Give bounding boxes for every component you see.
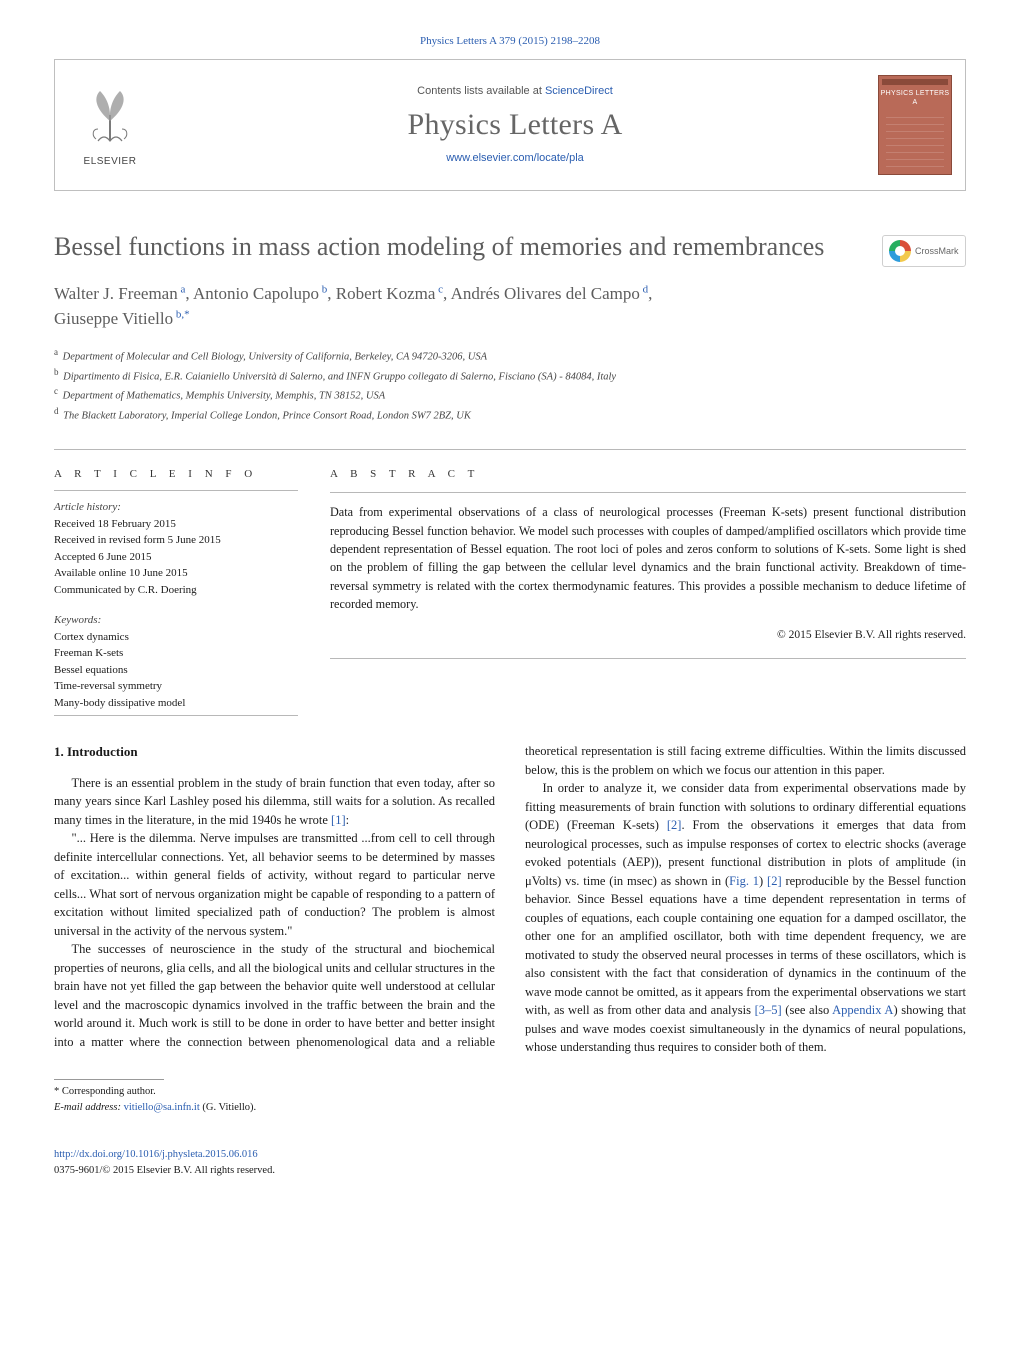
affiliation-b: b Dipartimento di Fisica, E.R. Caianiell…: [54, 366, 966, 386]
author-4: Andrés Olivares del Campo: [451, 284, 640, 303]
author-5-aff: b,*: [173, 309, 190, 321]
journal-name: Physics Letters A: [407, 105, 622, 146]
footer-doi-block: http://dx.doi.org/10.1016/j.physleta.201…: [54, 1147, 275, 1179]
publisher-block: ELSEVIER: [55, 60, 165, 190]
keyword-0: Cortex dynamics: [54, 629, 298, 646]
email-label: E-mail address:: [54, 1102, 124, 1113]
abstract-text: Data from experimental observations of a…: [330, 503, 966, 613]
divider: [54, 715, 298, 716]
sciencedirect-link[interactable]: ScienceDirect: [545, 85, 613, 97]
keywords-label: Keywords:: [54, 612, 298, 629]
history-accepted: Accepted 6 June 2015: [54, 549, 298, 566]
journal-cover-icon: PHYSICS LETTERS A: [878, 75, 952, 175]
corresponding-label: Corresponding author.: [62, 1086, 156, 1097]
article-info: A R T I C L E I N F O Article history: R…: [54, 466, 298, 712]
keyword-3: Time-reversal symmetry: [54, 678, 298, 695]
contents-lists-line: Contents lists available at ScienceDirec…: [417, 84, 613, 99]
header-center: Contents lists available at ScienceDirec…: [165, 60, 865, 190]
footnote-star-icon: *: [54, 1086, 59, 1097]
journal-header: ELSEVIER Contents lists available at Sci…: [54, 59, 966, 191]
author-1: Walter J. Freeman: [54, 284, 178, 303]
abstract-head: A B S T R A C T: [330, 466, 966, 483]
crossmark-icon: [889, 240, 911, 262]
author-1-aff: a: [178, 283, 186, 295]
section-1-head: 1. Introduction: [54, 742, 495, 761]
keyword-1: Freeman K-sets: [54, 645, 298, 662]
ref-2b-link[interactable]: [2]: [767, 874, 782, 888]
ref-3-5-link[interactable]: [3–5]: [755, 1003, 782, 1017]
body-p2-quote: "... Here is the dilemma. Nerve impulses…: [54, 829, 495, 940]
history-communicated: Communicated by C.R. Doering: [54, 582, 298, 599]
issn-copyright: 0375-9601/© 2015 Elsevier B.V. All right…: [54, 1163, 275, 1179]
contents-prefix: Contents lists available at: [417, 85, 545, 97]
email-person: (G. Vitiello).: [200, 1102, 256, 1113]
author-3-aff: c: [435, 283, 443, 295]
footnote-divider: [54, 1079, 164, 1080]
author-3: Robert Kozma: [336, 284, 436, 303]
author-4-aff: d: [640, 283, 648, 295]
corresponding-email-link[interactable]: vitiello@sa.infn.it: [124, 1102, 200, 1113]
article-title: Bessel functions in mass action modeling…: [54, 231, 870, 264]
cover-thumbnail-block: PHYSICS LETTERS A: [865, 60, 965, 190]
affiliation-c: c Department of Mathematics, Memphis Uni…: [54, 385, 966, 405]
history-revised: Received in revised form 5 June 2015: [54, 532, 298, 549]
author-list: Walter J. Freeman a, Antonio Capolupo b,…: [54, 281, 966, 332]
body-text: 1. Introduction There is an essential pr…: [54, 742, 966, 1057]
elsevier-tree-icon: [78, 81, 142, 153]
ref-1-link[interactable]: [1]: [331, 813, 346, 827]
corresponding-footnote: * Corresponding author. E-mail address: …: [54, 1084, 966, 1116]
doi-link[interactable]: http://dx.doi.org/10.1016/j.physleta.201…: [54, 1149, 258, 1160]
cover-label: PHYSICS LETTERS A: [878, 89, 952, 108]
history-online: Available online 10 June 2015: [54, 565, 298, 582]
abstract-copyright: © 2015 Elsevier B.V. All rights reserved…: [330, 627, 966, 644]
author-2: Antonio Capolupo: [193, 284, 319, 303]
affiliation-a: a Department of Molecular and Cell Biolo…: [54, 346, 966, 366]
history-received: Received 18 February 2015: [54, 516, 298, 533]
journal-citation: Physics Letters A 379 (2015) 2198–2208: [54, 34, 966, 49]
author-2-aff: b: [319, 283, 327, 295]
corresponding-star-icon: *: [184, 309, 190, 321]
ref-2-link[interactable]: [2]: [667, 818, 682, 832]
affiliation-d: d The Blackett Laboratory, Imperial Coll…: [54, 405, 966, 425]
publisher-name: ELSEVIER: [84, 155, 137, 169]
body-p1: There is an essential problem in the stu…: [54, 774, 495, 830]
keyword-4: Many-body dissipative model: [54, 695, 298, 712]
fig-1-link[interactable]: Fig. 1: [729, 874, 759, 888]
appendix-a-link[interactable]: Appendix A: [832, 1003, 893, 1017]
journal-homepage-link[interactable]: www.elsevier.com/locate/pla: [446, 151, 584, 166]
body-p4: In order to analyze it, we consider data…: [525, 779, 966, 1057]
history-label: Article history:: [54, 499, 298, 516]
keyword-2: Bessel equations: [54, 662, 298, 679]
crossmark-label: CrossMark: [915, 245, 959, 257]
article-info-head: A R T I C L E I N F O: [54, 466, 298, 483]
crossmark-badge[interactable]: CrossMark: [882, 235, 966, 267]
author-5: Giuseppe Vitiello: [54, 309, 173, 328]
abstract-block: A B S T R A C T Data from experimental o…: [330, 466, 966, 712]
divider: [54, 449, 966, 450]
affiliations: a Department of Molecular and Cell Biolo…: [54, 346, 966, 425]
